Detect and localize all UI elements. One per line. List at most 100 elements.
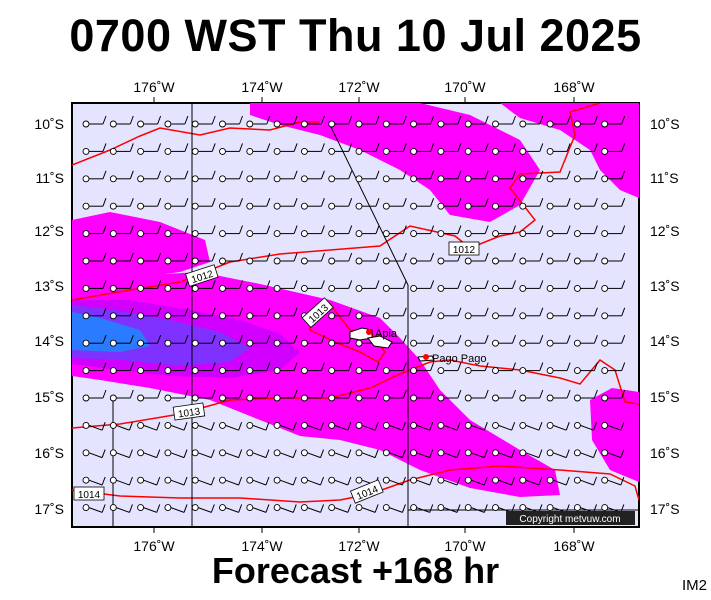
wind-barb-feather [512,362,516,371]
wind-barb-feather [266,143,271,152]
wind-barb-feather [348,362,353,371]
wind-barb-feather [320,504,325,513]
forecast-label: Forecast +168 hr [211,550,500,591]
wind-barb-shaft [279,424,294,431]
wind-barb-feather [320,335,325,344]
wind-barb-feather [621,170,626,179]
lat-label-left-17: 17˚S [34,501,64,517]
wind-station-marker [164,230,172,238]
wind-barb-shaft [334,424,349,431]
wind-station-marker [300,230,308,238]
wind-barb-feather [402,362,407,371]
wind-barb-feather [539,389,544,399]
wind-station-marker [492,147,499,155]
wind-station-marker [410,339,418,347]
wind-station-marker [300,120,308,128]
wind-barb-shaft [471,424,485,431]
wind-station-marker [191,147,199,155]
wind-barb-feather [593,225,598,234]
wind-barb-shaft [88,479,103,486]
wind-barb-feather [430,115,435,125]
wind-barb-feather [484,362,489,371]
rain-spot [370,395,430,428]
wind-station-marker [246,504,254,512]
wind-barb-feather [211,198,216,207]
wind-station-marker [328,202,336,210]
wind-barb-shaft [116,424,130,431]
wind-station-marker [464,257,472,265]
wind-barb-feather [429,476,434,486]
wind-barb-feather [238,449,243,458]
wind-station-marker [355,230,363,238]
wind-station-marker [546,147,554,155]
wind-station-marker [137,394,145,402]
wind-barb-shaft [416,452,430,459]
wind-barb-feather [347,422,352,431]
wind-barb-shaft [88,507,103,513]
wind-barb-feather [239,389,243,399]
wind-barb-feather [457,307,462,316]
wind-barb-feather [293,280,298,289]
wind-station-marker [437,120,445,128]
wind-station-marker [601,312,609,320]
wind-barb-feather [430,170,435,179]
lat-label-right-14: 14˚S [650,333,680,349]
lat-label-right-12: 12˚S [650,223,680,239]
wind-station-marker [355,257,363,265]
wind-barb-feather [293,389,298,399]
wind-barb-feather [621,335,626,344]
wind-station-marker [300,421,308,429]
wind-station-marker [464,230,472,238]
wind-barb-feather [512,198,516,207]
isobar-labels: 1012 1012 1013 1013 1014 1014 [73,241,480,504]
wind-barb-shaft [525,479,540,486]
wind-station-marker [355,476,363,484]
wind-barb-shaft [443,479,458,486]
y-axis-ticks-right: 10˚S 11˚S 12˚S 13˚S 14˚S 15˚S 16˚S 17˚S [650,116,680,517]
wind-barb-feather [375,362,380,371]
wind-barb-feather [484,252,489,262]
wind-barb-feather [102,307,107,316]
wind-barb-feather [292,476,297,486]
wind-barb-shaft [416,424,430,431]
wind-station-marker [191,449,199,457]
wind-station-marker [519,421,527,429]
wind-barb-shaft [471,452,485,459]
wind-station-marker [246,230,254,238]
wind-barb-feather [374,422,379,431]
wind-station-marker [219,312,226,320]
wind-barb-feather [593,170,598,179]
wind-barb-feather [210,504,215,513]
wind-station-marker [410,312,418,320]
wind-barb-feather [102,143,107,152]
wind-station-marker [137,504,145,512]
wind-barb-feather [211,335,216,344]
wind-barb-shaft [198,479,212,486]
wind-station-marker [573,284,581,292]
map-code-label: IM2 [682,577,708,594]
wind-barb-shaft [279,452,294,459]
wind-barb-feather [266,198,271,207]
wind-barb-feather [484,307,489,316]
wind-barb-shaft [225,424,239,431]
wind-barb-feather [183,476,188,486]
wind-station-marker [164,175,172,183]
wind-barb-feather [457,143,462,152]
wind-barb-feather [539,335,544,344]
wind-barb-feather [566,115,571,125]
wind-station-marker [573,202,581,210]
wind-barb-feather [401,422,406,431]
wind-barb-feather [512,170,516,179]
wind-station-marker [109,175,117,183]
wind-barb-feather [129,198,134,207]
lon-label-top-174: 174˚W [241,79,283,95]
wind-barb-shaft [170,424,185,431]
wind-station-marker [437,230,445,238]
wind-station-marker [464,284,472,292]
wind-barb-feather [320,170,325,179]
wind-station-marker [382,421,390,429]
wind-station-marker [328,230,336,238]
wind-barb-feather [375,198,380,207]
wind-barb-feather [129,335,134,344]
wind-barb-shaft [143,452,157,459]
